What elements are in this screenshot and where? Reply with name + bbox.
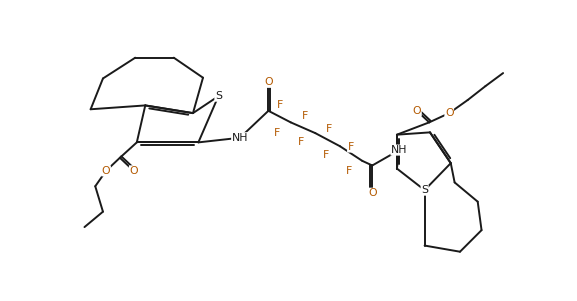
- Text: S: S: [421, 185, 428, 195]
- Text: O: O: [129, 166, 138, 176]
- Text: F: F: [273, 128, 280, 138]
- Text: F: F: [277, 101, 283, 110]
- Text: O: O: [413, 106, 421, 116]
- Text: F: F: [323, 150, 329, 160]
- Text: O: O: [368, 188, 377, 198]
- Text: F: F: [347, 142, 354, 152]
- Text: NH: NH: [232, 133, 248, 143]
- Text: NH: NH: [391, 145, 407, 155]
- Text: F: F: [346, 166, 353, 176]
- Text: F: F: [298, 137, 305, 147]
- Text: O: O: [264, 77, 273, 87]
- Text: O: O: [445, 108, 454, 118]
- Text: F: F: [301, 111, 308, 121]
- Text: S: S: [215, 91, 222, 101]
- Text: O: O: [102, 166, 110, 176]
- Text: F: F: [326, 123, 332, 134]
